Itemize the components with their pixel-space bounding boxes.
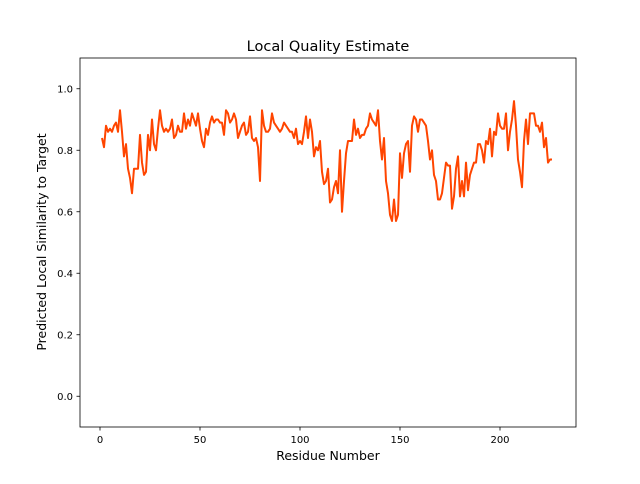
y-tick-label: 0.6 [57,207,73,218]
y-tick-label: 0.4 [57,269,73,280]
y-tick-label: 0.0 [57,392,73,403]
x-tick-label: 200 [490,435,509,446]
x-tick-label: 100 [290,435,309,446]
y-axis-label: Predicted Local Similarity to Target [34,133,49,350]
y-tick-label: 0.8 [57,146,73,157]
plot-frame [79,57,577,428]
x-tick-label: 50 [194,435,207,446]
chart-title: Local Quality Estimate [247,39,410,55]
x-tick-label: 150 [390,435,409,446]
y-tick-label: 0.2 [57,330,73,341]
series-line-local-quality [101,100,552,222]
x-tick-label: 0 [97,435,103,446]
x-axis-label: Residue Number [276,448,380,463]
y-tick-label: 1.0 [57,84,73,95]
